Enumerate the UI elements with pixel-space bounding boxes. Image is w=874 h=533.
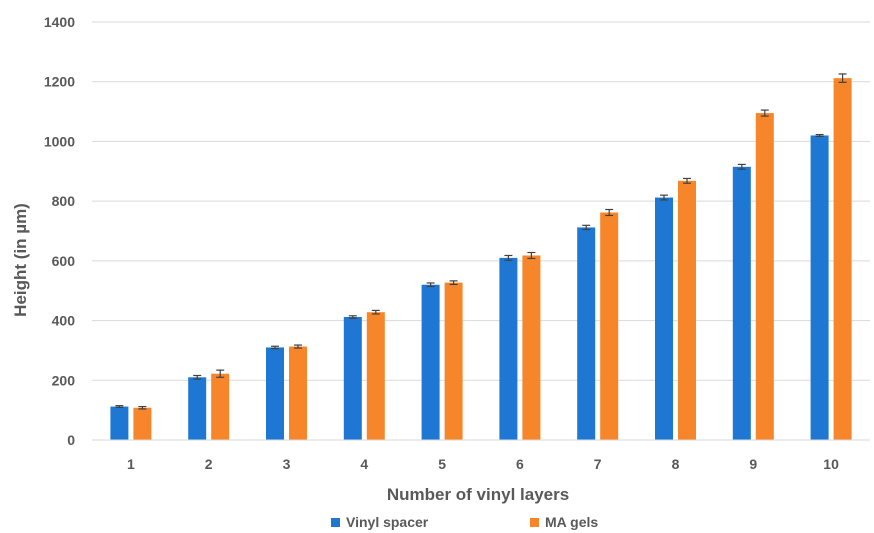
bar-ma-gels-9 (755, 113, 774, 441)
x-axis-title: Number of vinyl layers (387, 485, 569, 504)
error-bar-vinyl-spacer-4 (348, 315, 357, 319)
legend: Vinyl spacer MA gels (331, 514, 598, 530)
error-bar-ma-gels-3 (294, 344, 302, 349)
bar-ma-gels-7 (600, 212, 619, 440)
x-tick-8: 8 (672, 456, 680, 472)
bar-vinyl-spacer-7 (577, 227, 596, 440)
y-tick-1000: 1000 (44, 133, 75, 149)
y-tick-200: 200 (52, 372, 76, 388)
bar-ma-gels-1 (133, 407, 152, 440)
gridlines (92, 21, 870, 381)
legend-label-ma-gels: MA gels (545, 514, 598, 530)
error-bar-ma-gels-2 (216, 369, 225, 378)
x-tick-4: 4 (360, 456, 368, 472)
x-tick-labels: 1 2 3 4 5 6 7 8 9 10 (127, 456, 839, 472)
legend-swatch-vinyl-spacer (331, 518, 340, 527)
error-bars (115, 73, 847, 410)
error-bar-vinyl-spacer-7 (582, 224, 591, 231)
error-bar-vinyl-spacer-9 (737, 163, 746, 170)
bar-vinyl-spacer-6 (499, 257, 518, 440)
error-bar-vinyl-spacer-10 (815, 133, 824, 137)
bar-ma-gels-5 (444, 282, 463, 440)
x-tick-1: 1 (127, 456, 135, 472)
bars (110, 78, 852, 441)
bar-ma-gels-6 (522, 255, 541, 440)
error-bar-ma-gels-7 (605, 208, 614, 217)
legend-swatch-ma-gels (530, 518, 539, 527)
bar-vinyl-spacer-4 (343, 316, 362, 440)
y-tick-1400: 1400 (44, 14, 75, 30)
bar-vinyl-spacer-1 (110, 406, 129, 440)
x-tick-6: 6 (516, 456, 524, 472)
y-tick-0: 0 (67, 432, 75, 448)
bar-ma-gels-4 (366, 312, 385, 440)
y-tick-600: 600 (52, 253, 76, 269)
error-bar-ma-gels-1 (138, 405, 147, 410)
x-tick-9: 9 (749, 456, 757, 472)
bar-vinyl-spacer-5 (421, 284, 440, 440)
bar-vinyl-spacer-2 (188, 377, 207, 440)
x-tick-3: 3 (283, 456, 291, 472)
error-bar-ma-gels-6 (527, 251, 536, 260)
error-bar-vinyl-spacer-6 (504, 254, 513, 261)
x-tick-7: 7 (594, 456, 602, 472)
error-bar-ma-gels-10 (838, 73, 847, 83)
error-bar-vinyl-spacer-5 (426, 282, 435, 288)
x-tick-10: 10 (823, 456, 839, 472)
error-bar-vinyl-spacer-2 (193, 374, 202, 380)
bar-vinyl-spacer-10 (810, 135, 829, 440)
y-axis-title: Height (in µm) (11, 203, 30, 317)
error-bar-ma-gels-5 (449, 280, 458, 286)
bar-vinyl-spacer-9 (732, 166, 751, 441)
error-bar-vinyl-spacer-1 (115, 405, 124, 409)
bar-vinyl-spacer-8 (655, 197, 673, 440)
bar-ma-gels-8 (678, 180, 696, 440)
bar-ma-gels-3 (289, 346, 307, 440)
y-tick-labels: 0 200 400 600 800 1000 1200 1400 (44, 14, 75, 448)
error-bar-vinyl-spacer-3 (271, 345, 279, 350)
y-tick-400: 400 (52, 313, 76, 329)
error-bar-ma-gels-8 (683, 177, 691, 184)
error-bar-ma-gels-9 (760, 109, 769, 117)
legend-label-vinyl-spacer: Vinyl spacer (346, 514, 429, 530)
x-tick-2: 2 (205, 456, 213, 472)
error-bar-ma-gels-4 (371, 309, 380, 315)
bar-vinyl-spacer-3 (266, 347, 284, 440)
error-bar-vinyl-spacer-8 (660, 194, 668, 201)
y-tick-1200: 1200 (44, 74, 75, 90)
bar-ma-gels-2 (211, 373, 230, 440)
x-tick-5: 5 (438, 456, 446, 472)
y-tick-800: 800 (52, 193, 76, 209)
bar-ma-gels-10 (833, 78, 852, 440)
